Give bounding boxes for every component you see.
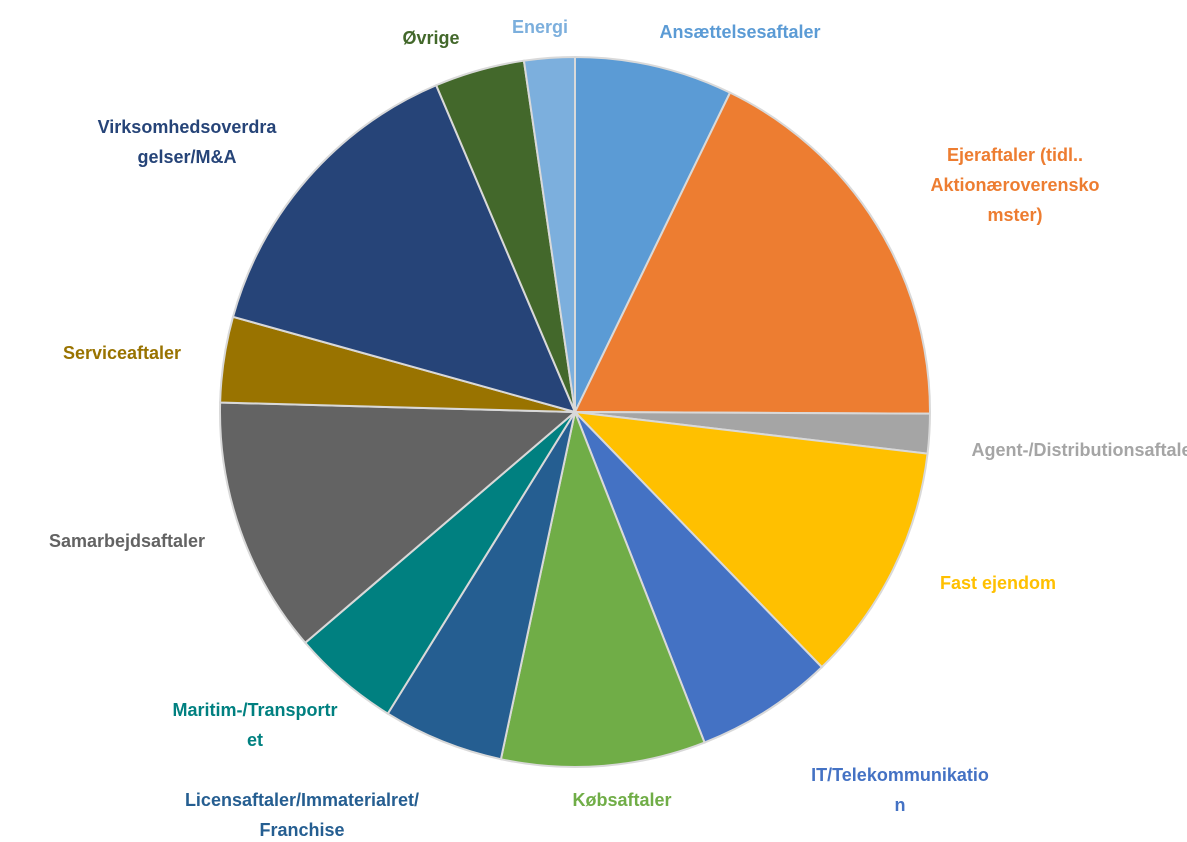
slice-label: Ejeraftaler (tidl.. Aktionæroverenskomst… (930, 145, 1100, 225)
pie-slice (573, 91, 931, 415)
pie-slice (522, 55, 576, 413)
slice-label: Maritim-/Transportret (172, 700, 338, 750)
slice-label: Serviceaftaler (62, 343, 182, 363)
slice-label: Licensaftaler/Immaterialret/Franchise (184, 790, 420, 840)
pie-slice (574, 55, 732, 413)
slice-label: Energi (511, 17, 568, 37)
slice-label: Fast ejendom (939, 573, 1057, 593)
pie-slice (499, 408, 706, 768)
slice-label: Købsaftaler (572, 790, 672, 810)
pie-slice (219, 401, 578, 645)
pie-slice (231, 83, 577, 414)
slice-label: Øvrige (402, 28, 460, 48)
slice-label: Samarbejdsaftaler (48, 531, 206, 551)
slice-label: Ansættelsesaftaler (659, 22, 821, 42)
pie-slice (574, 411, 824, 744)
slice-label: IT/Telekommunikation (811, 765, 989, 815)
pie-slice (572, 410, 929, 669)
slice-label: Agent-/Distributionsaftaler (971, 440, 1187, 460)
slice-label: Virksomhedsoverdragelser/M&A (97, 117, 277, 167)
